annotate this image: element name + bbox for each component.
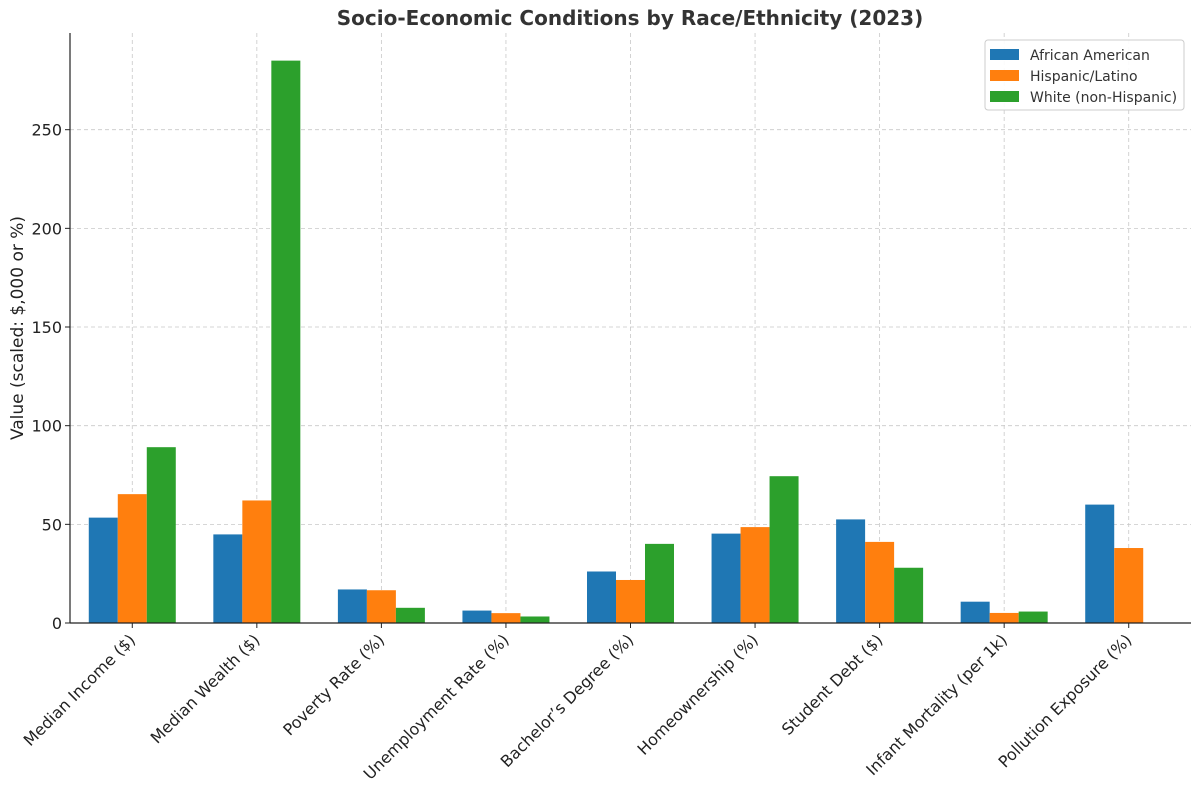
bar (894, 567, 924, 623)
bar (836, 519, 866, 623)
legend-box (984, 39, 1185, 111)
bar (366, 590, 396, 623)
legend-label: White (non-Hispanic) (1030, 90, 1177, 106)
bar (271, 60, 301, 623)
bar (1114, 548, 1144, 623)
bar (520, 616, 550, 623)
bar (395, 607, 425, 623)
bar (587, 571, 616, 623)
bar (213, 534, 243, 623)
legend-label: African American (1030, 48, 1150, 64)
bar (337, 589, 367, 623)
bar (146, 447, 176, 623)
bar (769, 476, 799, 623)
bar (462, 610, 492, 623)
y-tick-label: 100 (31, 417, 62, 436)
bar (88, 517, 118, 623)
bar (989, 612, 1019, 623)
legend-label: Hispanic/Latino (1030, 69, 1138, 85)
legend-swatch (990, 70, 1019, 81)
bar (645, 543, 674, 623)
x-tick-label: Median Income ($) (20, 630, 139, 749)
bar (740, 527, 770, 623)
x-tick-label: Student Debt ($) (778, 630, 886, 738)
x-tick-label: Pollution Exposure (%) (994, 630, 1135, 771)
y-tick-label: 250 (31, 121, 62, 140)
bar (117, 494, 147, 623)
y-tick-label: 200 (31, 219, 62, 238)
y-tick-label: 0 (52, 614, 62, 633)
grid-layer (70, 33, 1191, 623)
x-tick-label: Unemployment Rate (%) (360, 630, 513, 783)
bar (1018, 611, 1048, 623)
y-axis-label: Value (scaled: $,000 or %) (8, 216, 28, 440)
y-tick-label: 150 (31, 318, 62, 337)
legend-swatch (990, 91, 1019, 102)
legend: African American Hispanic/Latino White (no… (984, 39, 1185, 111)
x-tick-label: Infant Mortality (per 1k) (862, 630, 1011, 779)
bar (491, 613, 521, 623)
bar (960, 601, 990, 623)
bar (711, 533, 741, 623)
axes-layer: 0 50 100 150 200 250 Median Income ($) Median W… (20, 33, 1191, 784)
x-tick-label: Poverty Rate (%) (279, 630, 388, 739)
y-tick-label: 50 (42, 515, 62, 534)
legend-swatch (990, 49, 1019, 60)
x-tick-label: Bachelor’s Degree (%) (497, 630, 638, 771)
chart-title: Socio-Economic Conditions by Race/Ethnic… (337, 6, 923, 30)
bar (616, 579, 645, 623)
bars-layer (88, 60, 1144, 623)
x-tick-label: Homeownership (%) (634, 630, 762, 758)
bar (242, 500, 272, 623)
bar (865, 541, 895, 623)
x-tick-label: Median Wealth ($) (147, 630, 264, 747)
bar (1085, 504, 1115, 623)
